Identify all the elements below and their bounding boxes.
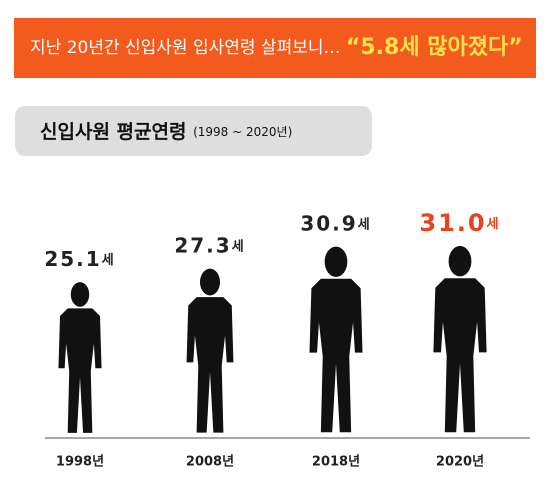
- x-tick-label: 2020년: [436, 455, 484, 470]
- figure-body: [433, 278, 487, 433]
- figure-body: [186, 297, 234, 433]
- value-number: 31.0: [419, 209, 486, 237]
- value-label: 27.3세: [174, 233, 245, 257]
- figure-body: [309, 278, 363, 433]
- subtitle-group: 신입사원 평균연령 (1998 ~ 2020년): [40, 121, 292, 143]
- value-number: 27.3: [174, 233, 231, 257]
- value-number: 30.9: [300, 211, 357, 235]
- figure-head: [70, 282, 90, 307]
- figure-head: [199, 268, 221, 296]
- figure: [309, 246, 363, 433]
- value-label: 30.9세: [300, 211, 371, 235]
- x-tick-label: 2008년: [186, 455, 234, 470]
- title-banner: [14, 18, 536, 78]
- value-label: 31.0세: [419, 209, 500, 237]
- value-label: 25.1세: [44, 247, 115, 271]
- title-highlight: “5.8세 많아졌다”: [346, 35, 523, 60]
- figure-head: [448, 246, 472, 277]
- value-number: 25.1: [44, 247, 101, 271]
- value-unit: 세: [487, 217, 501, 232]
- chart-title: 지난 20년간 신입사원 입사연령 살펴보니…: [30, 38, 341, 58]
- subtitle-box: [15, 106, 372, 156]
- x-tick-label: 1998년: [56, 455, 104, 470]
- title-group: 지난 20년간 신입사원 입사연령 살펴보니… “5.8세 많아졌다”: [30, 35, 523, 60]
- figure-head: [324, 246, 348, 277]
- x-tick-label: 2018년: [312, 455, 360, 470]
- subtitle-note: (1998 ~ 2020년): [193, 125, 292, 139]
- value-unit: 세: [102, 253, 116, 268]
- figure: [186, 268, 234, 433]
- figure-body: [58, 308, 102, 433]
- figure: [58, 282, 102, 433]
- subtitle: 신입사원 평균연령: [40, 121, 186, 143]
- value-unit: 세: [358, 217, 372, 232]
- value-unit: 세: [232, 239, 246, 254]
- figure: [433, 246, 487, 433]
